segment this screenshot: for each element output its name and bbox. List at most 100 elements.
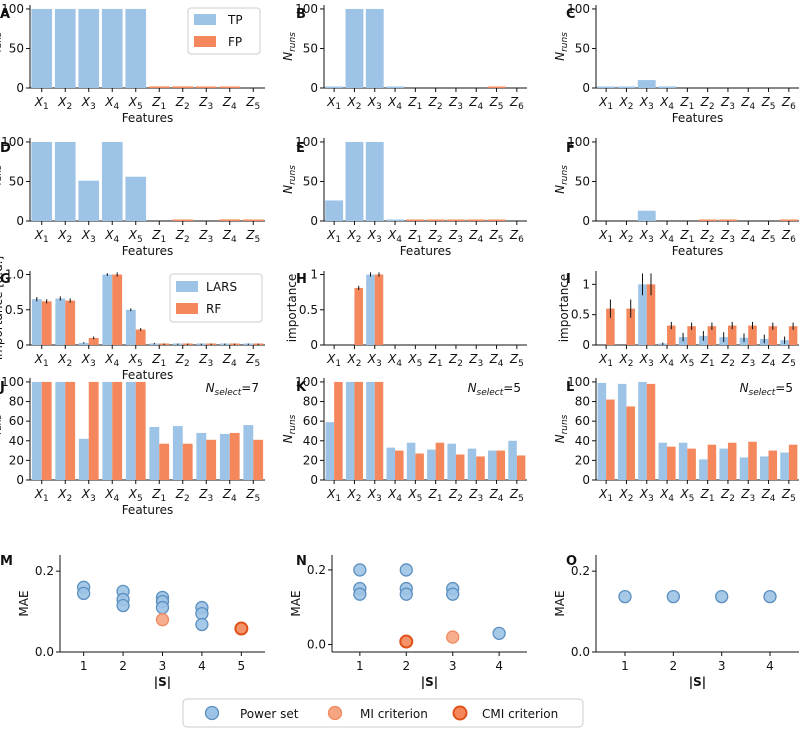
bar-tp	[78, 8, 100, 89]
x-tick-label: X3	[367, 95, 382, 112]
x-tick-label: X2	[57, 228, 72, 245]
panel-e: E X1 X2 X3 X4 Z1 Z2 Z3 Z4 Z5 Z6 Features 0 50 100 Nruns	[281, 135, 527, 258]
panel-g: G X1 X2 X3 X4 X5 Z1 Z2 Z3 Z4 Z5 Features 0 0.5 1.0impo…	[0, 256, 265, 382]
x-tick-label: Z3	[468, 352, 483, 369]
bar-blue	[172, 426, 183, 480]
x-tick-label: Z4	[489, 352, 504, 369]
x-tick-label: X1	[34, 352, 49, 369]
bar-orange	[253, 439, 264, 480]
x-axis-label: Features	[122, 244, 174, 258]
panel-h: H X1 X2 X3 X4 X5 Z1 Z2 Z3 Z4 Z5 0 0.5 1 importance	[285, 268, 527, 369]
x-tick-label: 1	[80, 659, 88, 673]
bar-rf	[65, 300, 76, 345]
legend-tp-fp: TP FP	[187, 7, 261, 55]
bar-blue	[739, 457, 749, 480]
panel-n: N 1 2 3 4 |S| 0.0 0.2 MAE	[289, 554, 527, 689]
bar-blue	[78, 438, 89, 480]
bar-blue	[447, 443, 456, 480]
bar-rf	[768, 326, 778, 345]
bar-lars	[638, 284, 647, 345]
bar-orange	[206, 439, 217, 480]
point-power-set	[116, 598, 130, 613]
y-tick-label: 50	[303, 41, 318, 55]
x-tick-label: X1	[34, 95, 49, 112]
bar-orange	[496, 450, 506, 480]
panel-label: H	[296, 272, 307, 287]
x-tick-label: Z5	[245, 352, 260, 369]
point-power-set	[353, 587, 367, 601]
y-tick-label: 0.5	[299, 303, 318, 317]
bar-lars	[31, 299, 42, 345]
panel-l: L X1 X2 X3 X4 X5 Z1 Z2 Z3 Z4 Z5 Nselect=5 0 20 40 60 80 1…	[553, 375, 799, 504]
x-tick-label: 2	[402, 659, 410, 673]
bar-tp	[617, 86, 636, 88]
point-power-set	[715, 589, 729, 604]
panel-label: K	[296, 380, 307, 395]
x-tick-label: Z1	[151, 228, 166, 245]
x-tick-label: X1	[598, 228, 613, 245]
x-tick-label: 4	[495, 659, 503, 673]
nselect-annotation: Nselect=7	[206, 381, 259, 398]
y-axis-label: importance	[557, 274, 571, 343]
x-tick-label: Z2	[720, 487, 735, 504]
x-tick-label: Z3	[740, 352, 755, 369]
x-tick-label: Z1	[428, 352, 443, 369]
legend-marker-mi	[327, 705, 343, 721]
bar-tp	[345, 8, 364, 89]
bar-orange	[707, 444, 717, 480]
x-tick-label: X5	[679, 487, 694, 504]
x-tick-label: 2	[119, 659, 127, 673]
bar-rf	[135, 329, 146, 345]
bar-fp	[172, 219, 194, 221]
bar-orange	[354, 381, 363, 480]
x-tick-label: Z4	[222, 352, 237, 369]
x-tick-label: Z6	[509, 228, 524, 245]
panel-label: G	[0, 272, 11, 287]
x-tick-label: Z2	[175, 487, 190, 504]
nselect-annotation: Nselect=5	[740, 381, 793, 398]
y-tick-label: 50	[9, 174, 24, 188]
x-tick-label: X3	[81, 487, 96, 504]
x-tick-label: Z5	[245, 95, 260, 112]
bar-orange	[606, 399, 615, 480]
panel-i: I X1 X2 X3 X4 X5 Z1 Z2 Z3 Z4 Z5 0 0.5 1 importance	[557, 271, 799, 369]
y-tick-label: 60	[575, 414, 590, 428]
x-axis-label: Features	[122, 368, 174, 382]
bar-fp	[698, 219, 717, 221]
point-power-set	[77, 586, 91, 601]
x-tick-label: Z1	[407, 228, 422, 245]
point-power-set	[666, 589, 680, 604]
bar-orange	[748, 441, 757, 480]
x-tick-label: X2	[618, 228, 633, 245]
y-tick-label: 100	[567, 375, 590, 389]
legend-label-power-set: Power set	[240, 707, 299, 721]
bar-tp	[78, 180, 100, 221]
bar-blue	[406, 442, 416, 480]
bar-orange	[415, 453, 424, 480]
x-tick-label: X3	[367, 228, 382, 245]
y-tick-label: 0	[16, 473, 24, 487]
y-tick-label: 0	[310, 338, 318, 352]
x-tick-label: X3	[81, 95, 96, 112]
point-power-set	[195, 606, 209, 621]
legend-label-fp: FP	[228, 35, 242, 49]
x-tick-label: X5	[679, 352, 694, 369]
x-tick-label: X2	[57, 487, 72, 504]
y-tick-label: 80	[575, 395, 590, 409]
legend-swatch-fp	[194, 36, 216, 47]
legend-bottom: Power set MI criterion CMI criterion	[182, 698, 584, 728]
x-tick-label: Z2	[428, 95, 443, 112]
point-power-set	[399, 587, 413, 601]
y-tick-label: 0.2	[35, 564, 54, 578]
x-tick-label: Z2	[175, 352, 190, 369]
x-tick-label: X5	[407, 352, 422, 369]
y-tick-label: 100	[295, 2, 318, 16]
x-tick-label: Z3	[740, 487, 755, 504]
x-tick-label: 3	[449, 659, 457, 673]
bar-lars	[125, 309, 136, 345]
x-tick-label: X5	[128, 352, 143, 369]
bar-blue	[219, 433, 230, 480]
x-tick-label: Z2	[448, 352, 463, 369]
x-tick-label: Z4	[468, 95, 483, 112]
